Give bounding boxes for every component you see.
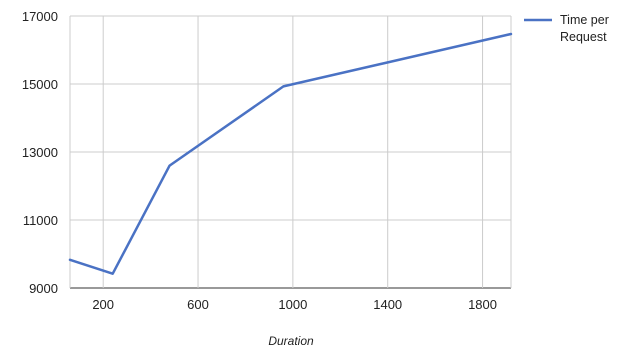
x-tick-label-1400: 1400 bbox=[373, 297, 402, 312]
x-tick-label-200: 200 bbox=[92, 297, 114, 312]
y-tick-label-17000: 17000 bbox=[22, 9, 58, 24]
y-tick-label-9000: 9000 bbox=[29, 281, 58, 296]
legend: Time per Request bbox=[524, 13, 612, 44]
y-tick-label-11000: 11000 bbox=[23, 213, 58, 228]
grid bbox=[69, 15, 512, 289]
y-axis-ticks: 9000 11000 13000 15000 17000 bbox=[22, 9, 58, 296]
y-tick-label-13000: 13000 bbox=[22, 145, 58, 160]
y-tick-label-15000: 15000 bbox=[22, 77, 58, 92]
legend-label-line-1: Time per bbox=[560, 13, 609, 27]
x-tick-label-1800: 1800 bbox=[468, 297, 497, 312]
legend-label-time-per-request: Time per Request bbox=[560, 13, 612, 44]
series-layer bbox=[68, 32, 513, 275]
x-tick-label-1000: 1000 bbox=[278, 297, 307, 312]
x-tick-label-600: 600 bbox=[187, 297, 209, 312]
x-axis-ticks: 200 600 1000 1400 1800 bbox=[92, 297, 497, 312]
legend-label-line-2: Request bbox=[560, 30, 607, 44]
series-line-0 bbox=[68, 32, 513, 275]
x-axis-title: Duration bbox=[268, 334, 314, 348]
